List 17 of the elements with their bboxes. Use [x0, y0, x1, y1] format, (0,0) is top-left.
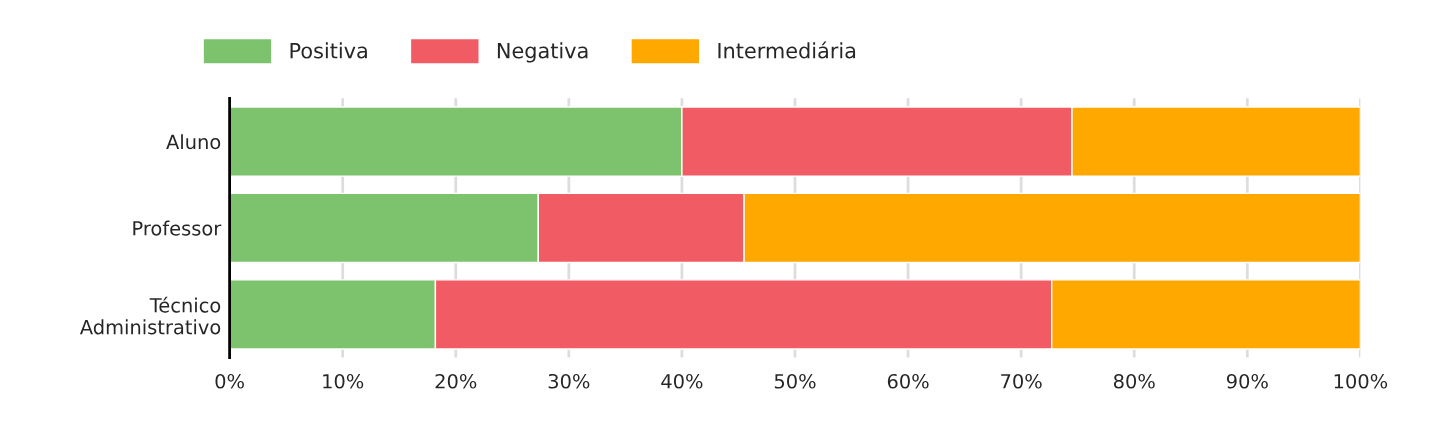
- y-tick-label: Técnico Administrativo: [79, 296, 221, 335]
- x-tick-label: 90%: [1226, 373, 1268, 389]
- x-tick-label: 80%: [1113, 373, 1155, 389]
- x-tick-label: 60%: [887, 373, 929, 389]
- x-tick-label: 30%: [548, 373, 590, 389]
- legend-label: Intermediária: [718, 41, 856, 59]
- y-tick-label: Aluno: [166, 134, 221, 150]
- x-tick-label: 20%: [435, 373, 477, 389]
- x-tick-label: 40%: [661, 373, 703, 389]
- y-tick-label: Professor: [133, 220, 222, 236]
- legend-label: Negativa: [497, 42, 588, 63]
- x-tick-label: 70%: [1001, 373, 1042, 389]
- x-tick-label: 100%: [1334, 373, 1388, 389]
- legend-label: Positiva: [290, 42, 367, 59]
- x-tick-label: 50%: [774, 373, 816, 389]
- x-tick-label: 10%: [323, 373, 364, 389]
- x-tick-label: 0%: [215, 373, 244, 389]
